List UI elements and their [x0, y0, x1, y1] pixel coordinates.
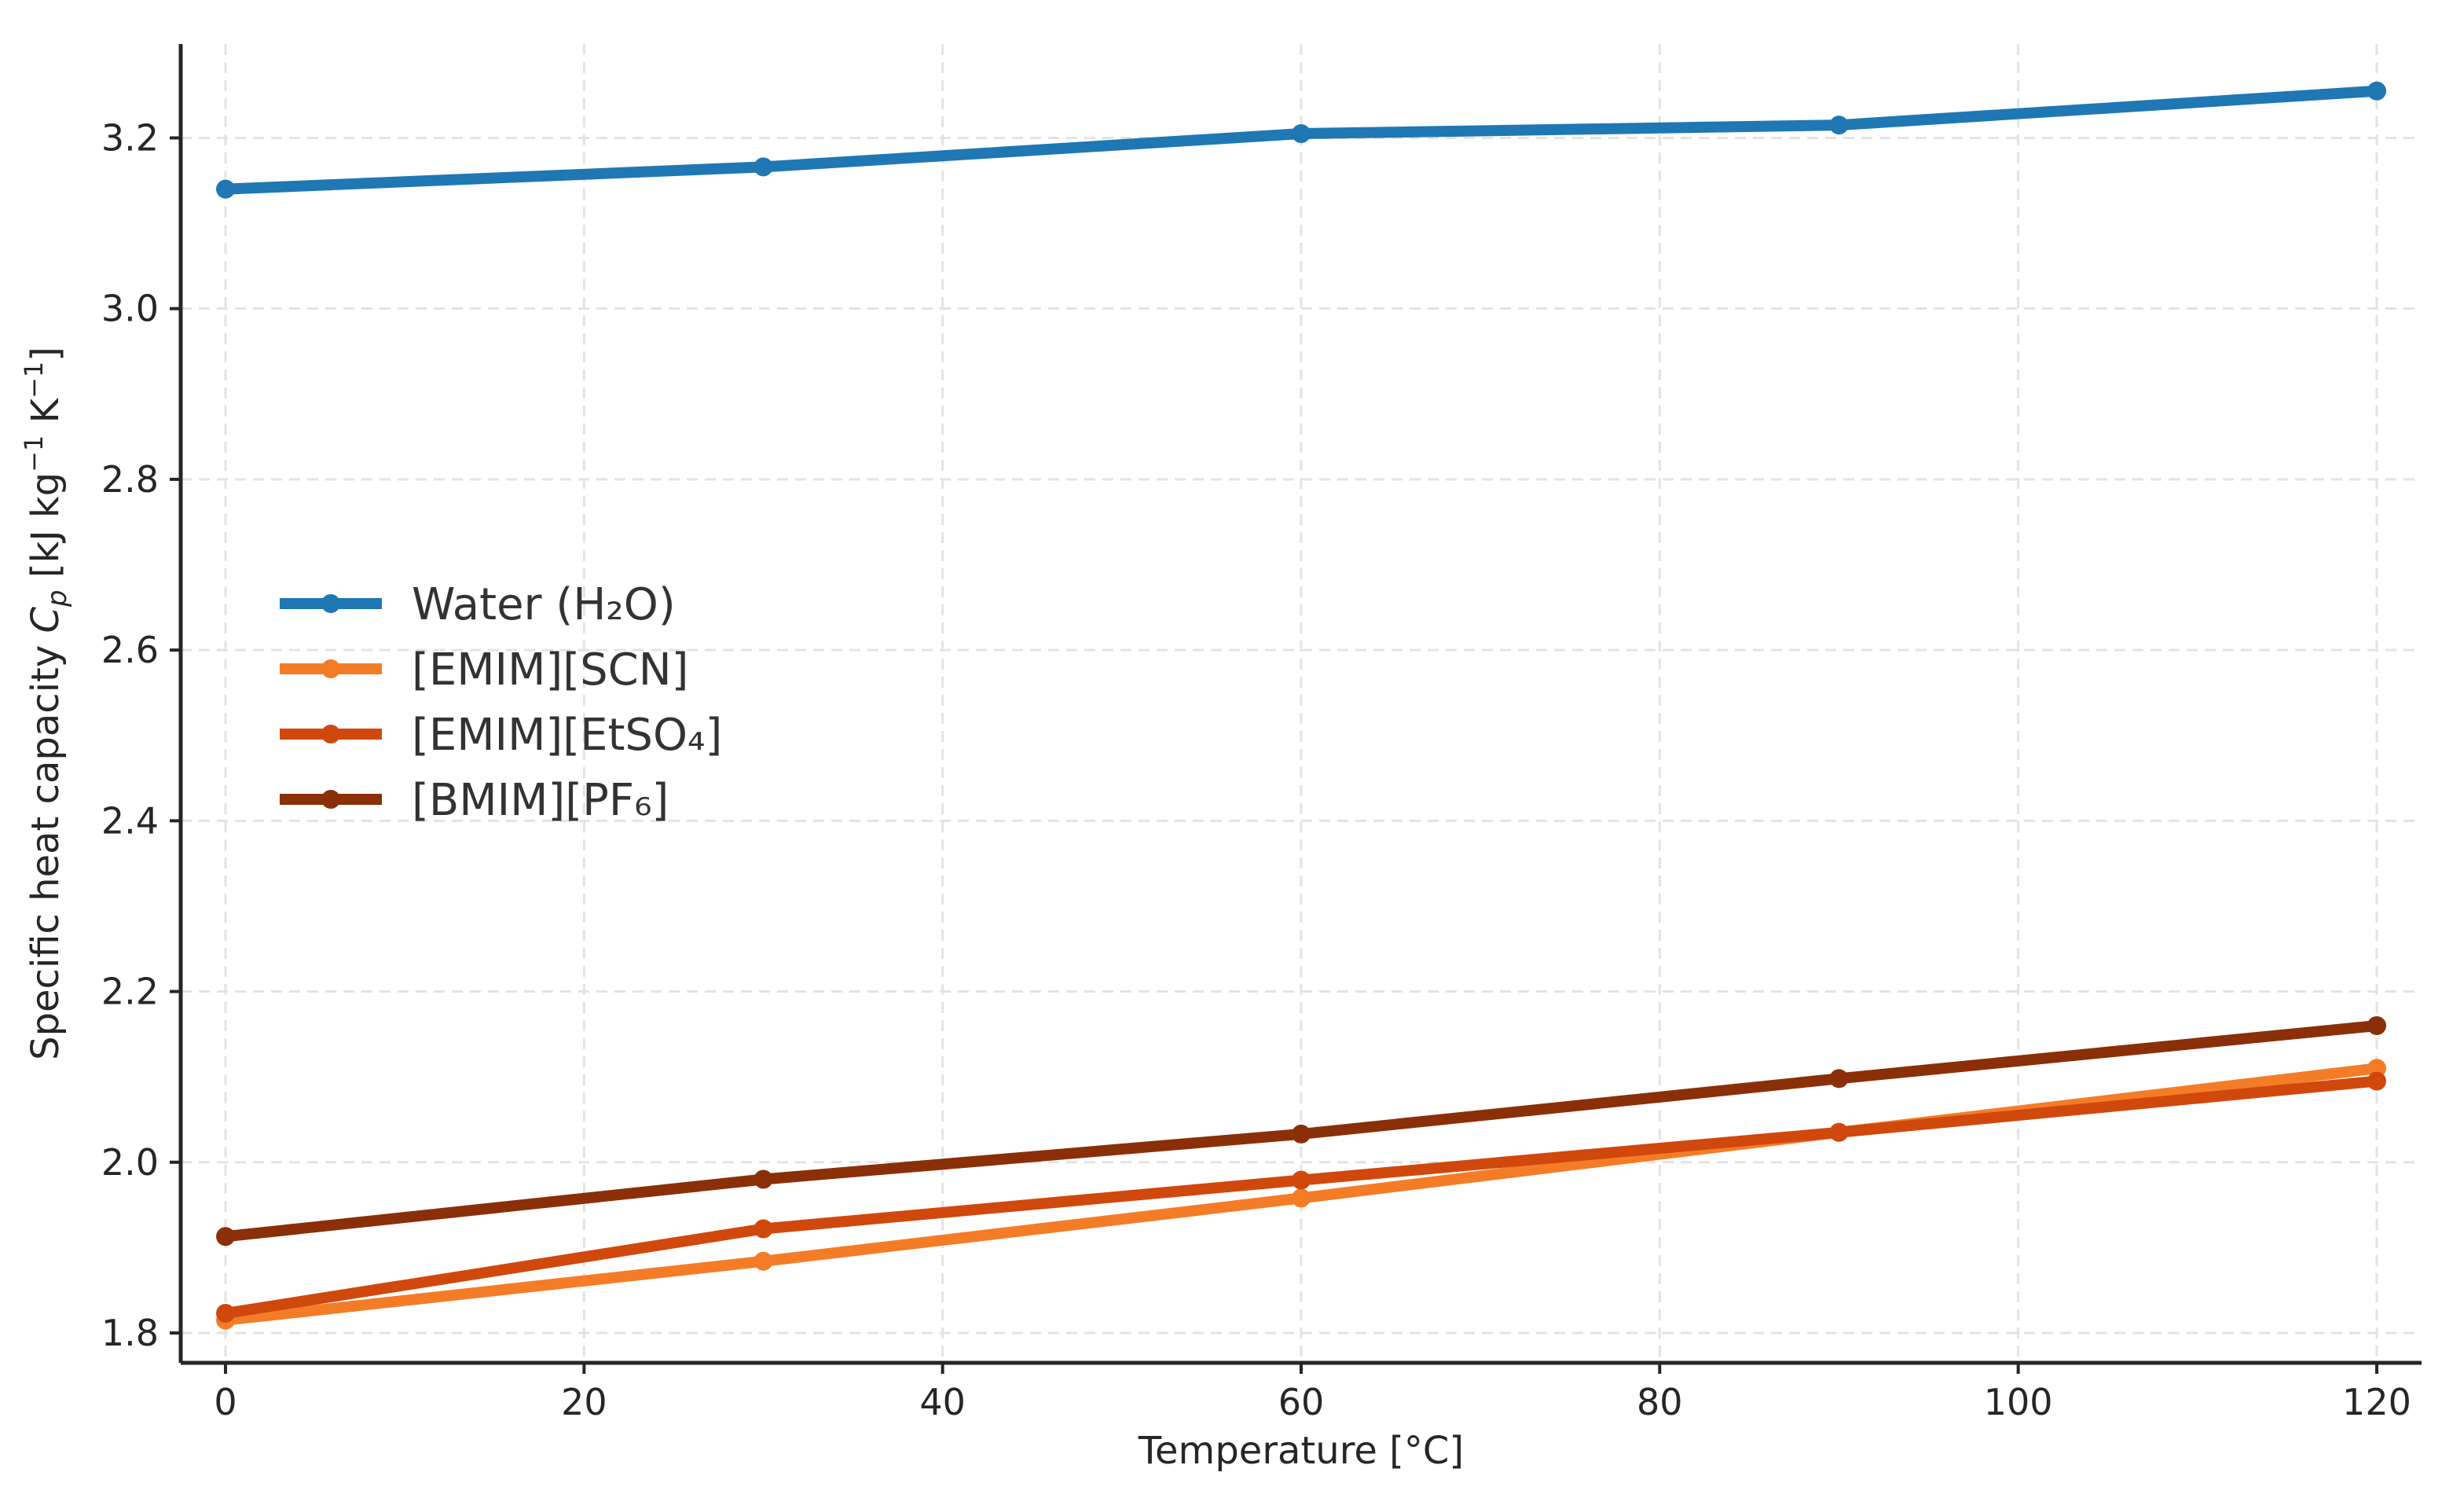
legend-marker [321, 790, 340, 809]
data-point-water-h-o [754, 157, 773, 177]
x-tick-label: 100 [1984, 1381, 2053, 1423]
data-point-water-h-o [2367, 81, 2386, 101]
data-point-emim-etso [2367, 1071, 2386, 1091]
data-point-bmim-pf [754, 1169, 773, 1189]
grid [181, 44, 2422, 1363]
x-tick-label: 40 [919, 1381, 966, 1423]
data-point-emim-scn [1292, 1188, 1311, 1208]
legend-label: [EMIM][EtSO₄] [412, 710, 722, 761]
legend-entry: [BMIM][PF₆] [280, 775, 669, 826]
legend-entry: [EMIM][EtSO₄] [280, 710, 722, 761]
x-tick-label: 60 [1278, 1381, 1325, 1423]
legend-entry: Water (H₂O) [280, 579, 676, 630]
data-point-water-h-o [1829, 116, 1849, 135]
y-tick-label: 2.4 [101, 799, 159, 842]
y-tick-label: 1.8 [101, 1312, 159, 1354]
legend: Water (H₂O) [EMIM][SCN] [EMIM][EtSO₄] [BMIM… [280, 579, 722, 826]
data-point-bmim-pf [1292, 1124, 1311, 1144]
data-point-bmim-pf [216, 1227, 236, 1247]
series-lines [216, 81, 2386, 1330]
legend-label: Water (H₂O) [412, 579, 676, 630]
y-tick-label: 2.2 [101, 971, 159, 1013]
data-point-emim-etso [1292, 1170, 1311, 1190]
data-point-emim-etso [216, 1304, 236, 1324]
x-tick-label: 80 [1637, 1381, 1683, 1423]
data-point-water-h-o [216, 179, 236, 199]
data-point-emim-scn [754, 1251, 773, 1271]
legend-marker [321, 594, 340, 613]
x-tick-label: 20 [561, 1381, 607, 1423]
legend-entry: [EMIM][SCN] [280, 644, 688, 696]
x-axis-label: Temperature [°C] [1138, 1429, 1464, 1473]
legend-label: [EMIM][SCN] [412, 644, 688, 696]
y-tick-label: 2.6 [101, 629, 159, 671]
ticks: 0 20 40 60 80 100 120 1.8 2.0 2.2 2.4 2.6 2.8 3.0 3.2 [101, 116, 2411, 1423]
legend-marker [321, 659, 340, 678]
data-point-emim-etso [754, 1219, 773, 1239]
y-tick-label: 2.8 [101, 458, 159, 501]
y-tick-label: 2.0 [101, 1141, 159, 1184]
legend-label: [BMIM][PF₆] [412, 775, 669, 826]
x-tick-label: 0 [214, 1381, 236, 1423]
data-point-bmim-pf [2367, 1015, 2386, 1035]
legend-marker [321, 725, 340, 744]
data-point-water-h-o [1292, 124, 1311, 144]
data-point-emim-etso [1829, 1122, 1849, 1142]
y-tick-label: 3.2 [101, 116, 159, 159]
x-tick-label: 120 [2342, 1381, 2411, 1423]
data-point-bmim-pf [1829, 1069, 1849, 1089]
y-tick-label: 3.0 [101, 288, 159, 330]
y-axis-label: Specific heat capacity Cp [kJ kg−1 K−1] [19, 347, 73, 1060]
